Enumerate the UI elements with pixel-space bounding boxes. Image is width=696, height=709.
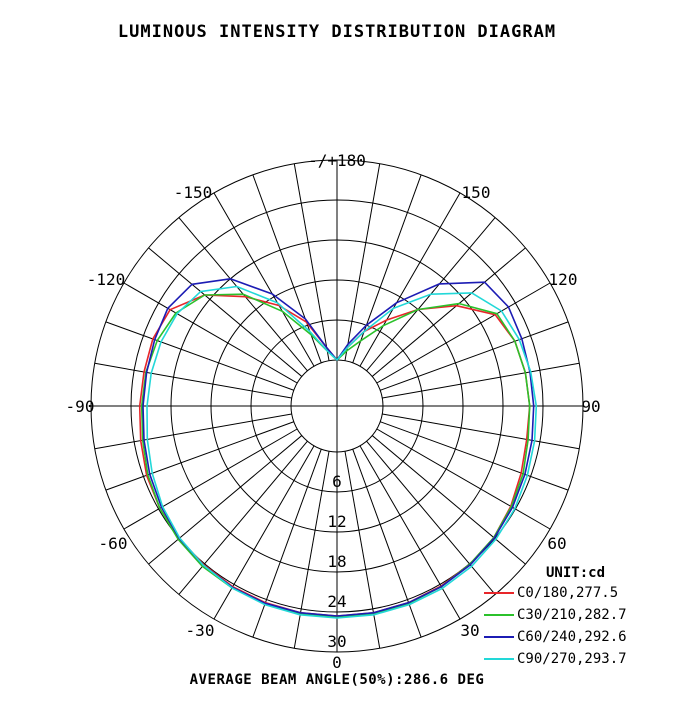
grid-spoke [105,321,294,391]
grid-spoke [252,449,322,638]
radial-tick-label: 12 [327,512,346,531]
legend-label: C90/270,293.7 [517,651,627,667]
grid-spoke [344,163,381,361]
angle-label: 60 [547,534,566,553]
angle-label: 30 [460,621,479,640]
angle-label: -90 [66,397,95,416]
intensity-curves [138,278,538,619]
chart-title: LUMINOUS INTENSITY DISTRIBUTION DIAGRAM [118,22,556,42]
legend-label: C0/180,277.5 [517,585,618,601]
grid-spoke [359,445,461,620]
grid-spoke [380,321,569,391]
legend: UNIT:cd C0/180,277.5 C30/210,282.7 C60/240… [484,565,627,667]
grid-spoke [293,163,330,361]
grid-spoke [148,435,303,565]
series-curve-3 [146,285,538,619]
angle-label: 150 [462,183,491,202]
angle-labels: -/+180 -150 150 -120 120 -90 90 -60 60 -30 30 0 [66,151,601,672]
grid-spoke [352,449,422,638]
grid-spoke [359,192,461,367]
grid-spoke [105,421,294,491]
polar-grid [90,159,584,653]
legend-label: C30/210,282.7 [517,607,627,623]
radial-tick-labels: 6 12 18 24 30 [327,472,346,651]
beam-angle-footer: AVERAGE BEAM ANGLE(50%):286.6 DEG [190,672,485,688]
grid-spoke [352,174,422,363]
grid-spoke [376,282,551,384]
grid-spoke [293,451,330,649]
angle-label: 0 [332,653,342,672]
grid-spoke [178,440,308,595]
grid-spoke [123,282,298,384]
grid-spoke [344,451,381,649]
grid-spoke [382,362,580,399]
angle-label: -/+180 [308,151,366,170]
grid-spoke [366,440,496,595]
grid-spoke [213,445,315,620]
angle-label: 120 [549,270,578,289]
angle-label: -30 [186,621,215,640]
radial-tick-label: 18 [327,552,346,571]
grid-spoke [94,362,292,399]
angle-label: -60 [99,534,128,553]
grid-spoke [371,247,526,377]
grid-spoke [148,247,303,377]
grid-spoke [123,428,298,530]
legend-label: C60/240,292.6 [517,629,627,645]
series-curve-2 [142,278,535,617]
radial-tick-label: 30 [327,632,346,651]
grid-spoke [376,428,551,530]
radial-tick-label: 6 [332,472,342,491]
angle-label: -120 [87,270,126,289]
radial-tick-label: 24 [327,592,346,611]
grid-spoke [94,413,292,450]
angle-label: 90 [581,397,600,416]
grid-spoke [380,421,569,491]
angle-label: -150 [174,183,213,202]
grid-spoke [382,413,580,450]
grid-spoke [213,192,315,367]
grid-spoke [371,435,526,565]
legend-unit: UNIT:cd [546,565,605,581]
